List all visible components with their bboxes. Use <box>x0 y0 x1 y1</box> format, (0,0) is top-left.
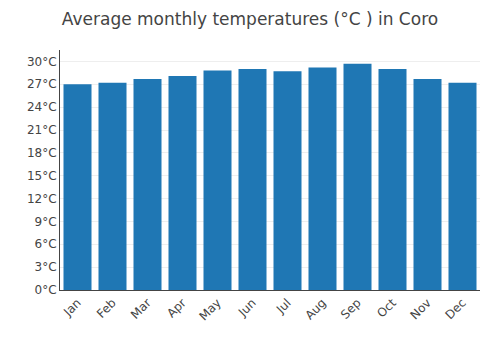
svg-text:Average monthly temperatures (: Average monthly temperatures (°C ) in Co… <box>62 9 438 29</box>
svg-text:3°C: 3°C <box>35 260 57 274</box>
svg-text:Jun: Jun <box>235 296 259 320</box>
svg-text:6°C: 6°C <box>35 237 57 251</box>
svg-text:30°C: 30°C <box>27 55 57 69</box>
svg-text:Aug: Aug <box>302 296 328 322</box>
svg-text:27°C: 27°C <box>27 77 57 91</box>
svg-text:Jul: Jul <box>273 296 294 317</box>
svg-text:12°C: 12°C <box>27 192 57 206</box>
svg-text:Nov: Nov <box>407 296 433 322</box>
svg-text:Sep: Sep <box>338 296 364 322</box>
svg-text:May: May <box>196 296 223 323</box>
svg-text:Feb: Feb <box>94 296 119 321</box>
svg-text:0°C: 0°C <box>35 283 57 297</box>
svg-text:15°C: 15°C <box>27 169 57 183</box>
svg-text:Dec: Dec <box>443 296 469 322</box>
svg-text:Apr: Apr <box>164 296 189 321</box>
svg-text:Mar: Mar <box>128 296 154 322</box>
svg-text:9°C: 9°C <box>35 215 57 229</box>
svg-text:21°C: 21°C <box>27 123 57 137</box>
svg-text:Jan: Jan <box>60 296 84 320</box>
svg-text:24°C: 24°C <box>27 100 57 114</box>
svg-text:18°C: 18°C <box>27 146 57 160</box>
svg-text:Oct: Oct <box>374 296 399 321</box>
